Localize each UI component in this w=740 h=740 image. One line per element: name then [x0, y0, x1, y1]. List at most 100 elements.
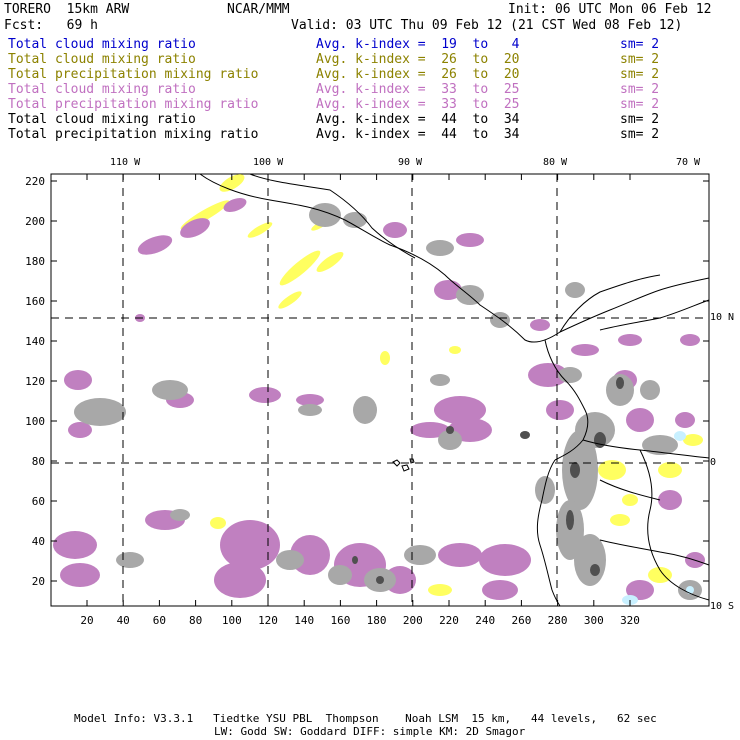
yellow-cloud-blob [658, 462, 682, 478]
footer-physics-info: LW: Godd SW: Goddard DIFF: simple KM: 2D… [214, 725, 526, 738]
yellow-cloud-blob [648, 567, 672, 583]
legend-sm-3: sm= 2 [620, 82, 660, 97]
dark-cloud-blob [520, 431, 530, 439]
x-tick-label: 20 [80, 614, 93, 627]
purple-cloud-blob [530, 319, 550, 331]
gray-cloud-blob [152, 380, 188, 400]
x-tick-label: 260 [511, 614, 531, 627]
purple-cloud-blob [528, 363, 568, 387]
y-tick-label: 80 [32, 455, 45, 468]
purple-cloud-blob [434, 396, 486, 424]
gray-cloud-blob [430, 374, 450, 386]
purple-cloud-blob [479, 544, 531, 576]
dark-cloud-blob [566, 510, 574, 530]
legend-field-3: Total cloud mixing ratio [8, 82, 196, 97]
gray-cloud-blob [640, 380, 660, 400]
purple-cloud-blob [434, 280, 462, 300]
gray-cloud-blob [298, 404, 322, 416]
x-tick-label: 140 [294, 614, 314, 627]
gray-cloud-blob [426, 240, 454, 256]
purple-cloud-blob [68, 422, 92, 438]
legend-sm-4: sm= 2 [620, 97, 660, 112]
x-tick-label: 80 [189, 614, 202, 627]
dark-cloud-blob [446, 426, 454, 434]
gray-cloud-blob [404, 545, 436, 565]
y-tick-label: 220 [25, 175, 45, 188]
gray-cloud-blob [116, 552, 144, 568]
purple-cloud-blob [618, 334, 642, 346]
y-tick-label: 20 [32, 575, 45, 588]
gray-cloud-blob [558, 367, 582, 383]
gray-cloud-blob [74, 398, 126, 426]
y-tick-label: 180 [25, 255, 45, 268]
yellow-cloud-blob [278, 291, 302, 309]
y-tick-label: 160 [25, 295, 45, 308]
gray-cloud-blob [328, 565, 352, 585]
dark-cloud-blob [376, 576, 384, 584]
lon-label-90w: 90 W [398, 157, 423, 168]
gray-cloud-blob [309, 203, 341, 227]
dark-cloud-blob [616, 377, 624, 389]
lon-label-80w: 80 W [543, 157, 568, 168]
purple-cloud-blob [64, 370, 92, 390]
purple-cloud-blob [626, 408, 654, 432]
init-time: Init: 06 UTC Mon 06 Feb 12 [508, 2, 712, 17]
x-tick-label: 300 [584, 614, 604, 627]
gray-cloud-blob [606, 374, 634, 406]
legend-field-5: Total cloud mixing ratio [8, 112, 196, 127]
purple-cloud-blob [438, 543, 482, 567]
lon-label-110w: 110 W [110, 157, 141, 168]
gray-cloud-blob [535, 476, 555, 504]
yellow-cloud-blob [247, 222, 273, 238]
legend-range-3: Avg. k-index = 33 to 25 [316, 82, 520, 97]
lon-label-70w: 70 W [676, 157, 701, 168]
x-tick-label: 180 [367, 614, 387, 627]
yellow-cloud-blob [610, 514, 630, 526]
model-name: TORERO 15km ARW [4, 2, 130, 17]
dark-cloud-blob [352, 556, 358, 564]
cyan-cloud-blob [674, 431, 686, 441]
cloud-fields [53, 174, 705, 605]
lon-label-100w: 100 W [253, 157, 284, 168]
purple-cloud-blob [546, 400, 574, 420]
legend-range-4: Avg. k-index = 33 to 25 [316, 97, 520, 112]
purple-cloud-blob [214, 562, 266, 598]
axes: 220 200 180 160 140 120 100 80 60 40 20 20 40 60 80 100… [25, 174, 709, 627]
legend-sm-0: sm= 2 [620, 37, 660, 52]
legend-sm-6: sm= 2 [620, 127, 660, 142]
yellow-cloud-blob [210, 517, 226, 529]
gray-cloud-blob [276, 550, 304, 570]
y-tick-label: 200 [25, 215, 45, 228]
gray-cloud-blob [438, 430, 462, 450]
gray-cloud-blob [565, 282, 585, 298]
dark-cloud-blob [570, 462, 580, 478]
yellow-cloud-blob [598, 460, 626, 480]
x-tick-label: 280 [548, 614, 568, 627]
y-tick-label: 100 [25, 415, 45, 428]
purple-cloud-blob [60, 563, 100, 587]
purple-cloud-blob [410, 422, 450, 438]
purple-cloud-blob [137, 235, 173, 255]
y-tick-label: 60 [32, 495, 45, 508]
legend-field-4: Total precipitation mixing ratio [8, 97, 259, 112]
legend-range-0: Avg. k-index = 19 to 4 [316, 37, 520, 52]
yellow-cloud-blob [279, 250, 321, 286]
x-tick-label: 200 [403, 614, 423, 627]
legend-range-1: Avg. k-index = 26 to 20 [316, 52, 520, 67]
gray-cloud-blob [170, 509, 190, 521]
purple-cloud-blob [680, 334, 700, 346]
y-tick-label: 140 [25, 335, 45, 348]
x-tick-label: 320 [620, 614, 640, 627]
x-tick-label: 240 [475, 614, 495, 627]
purple-cloud-blob [456, 233, 484, 247]
lat-label-0: 0 [710, 457, 717, 468]
legend-field-0: Total cloud mixing ratio [8, 37, 196, 52]
purple-cloud-blob [626, 580, 654, 600]
legend-sm-2: sm= 2 [620, 67, 660, 82]
gray-cloud-blob [574, 534, 606, 586]
forecast-hour: Fcst: 69 h [4, 18, 98, 33]
lat-label-10n: 10 N [710, 312, 735, 323]
lat-label-10s: 10 S [710, 601, 735, 612]
footer-model-info: Model Info: V3.3.1 Tiedtke YSU PBL Thomp… [74, 712, 657, 725]
